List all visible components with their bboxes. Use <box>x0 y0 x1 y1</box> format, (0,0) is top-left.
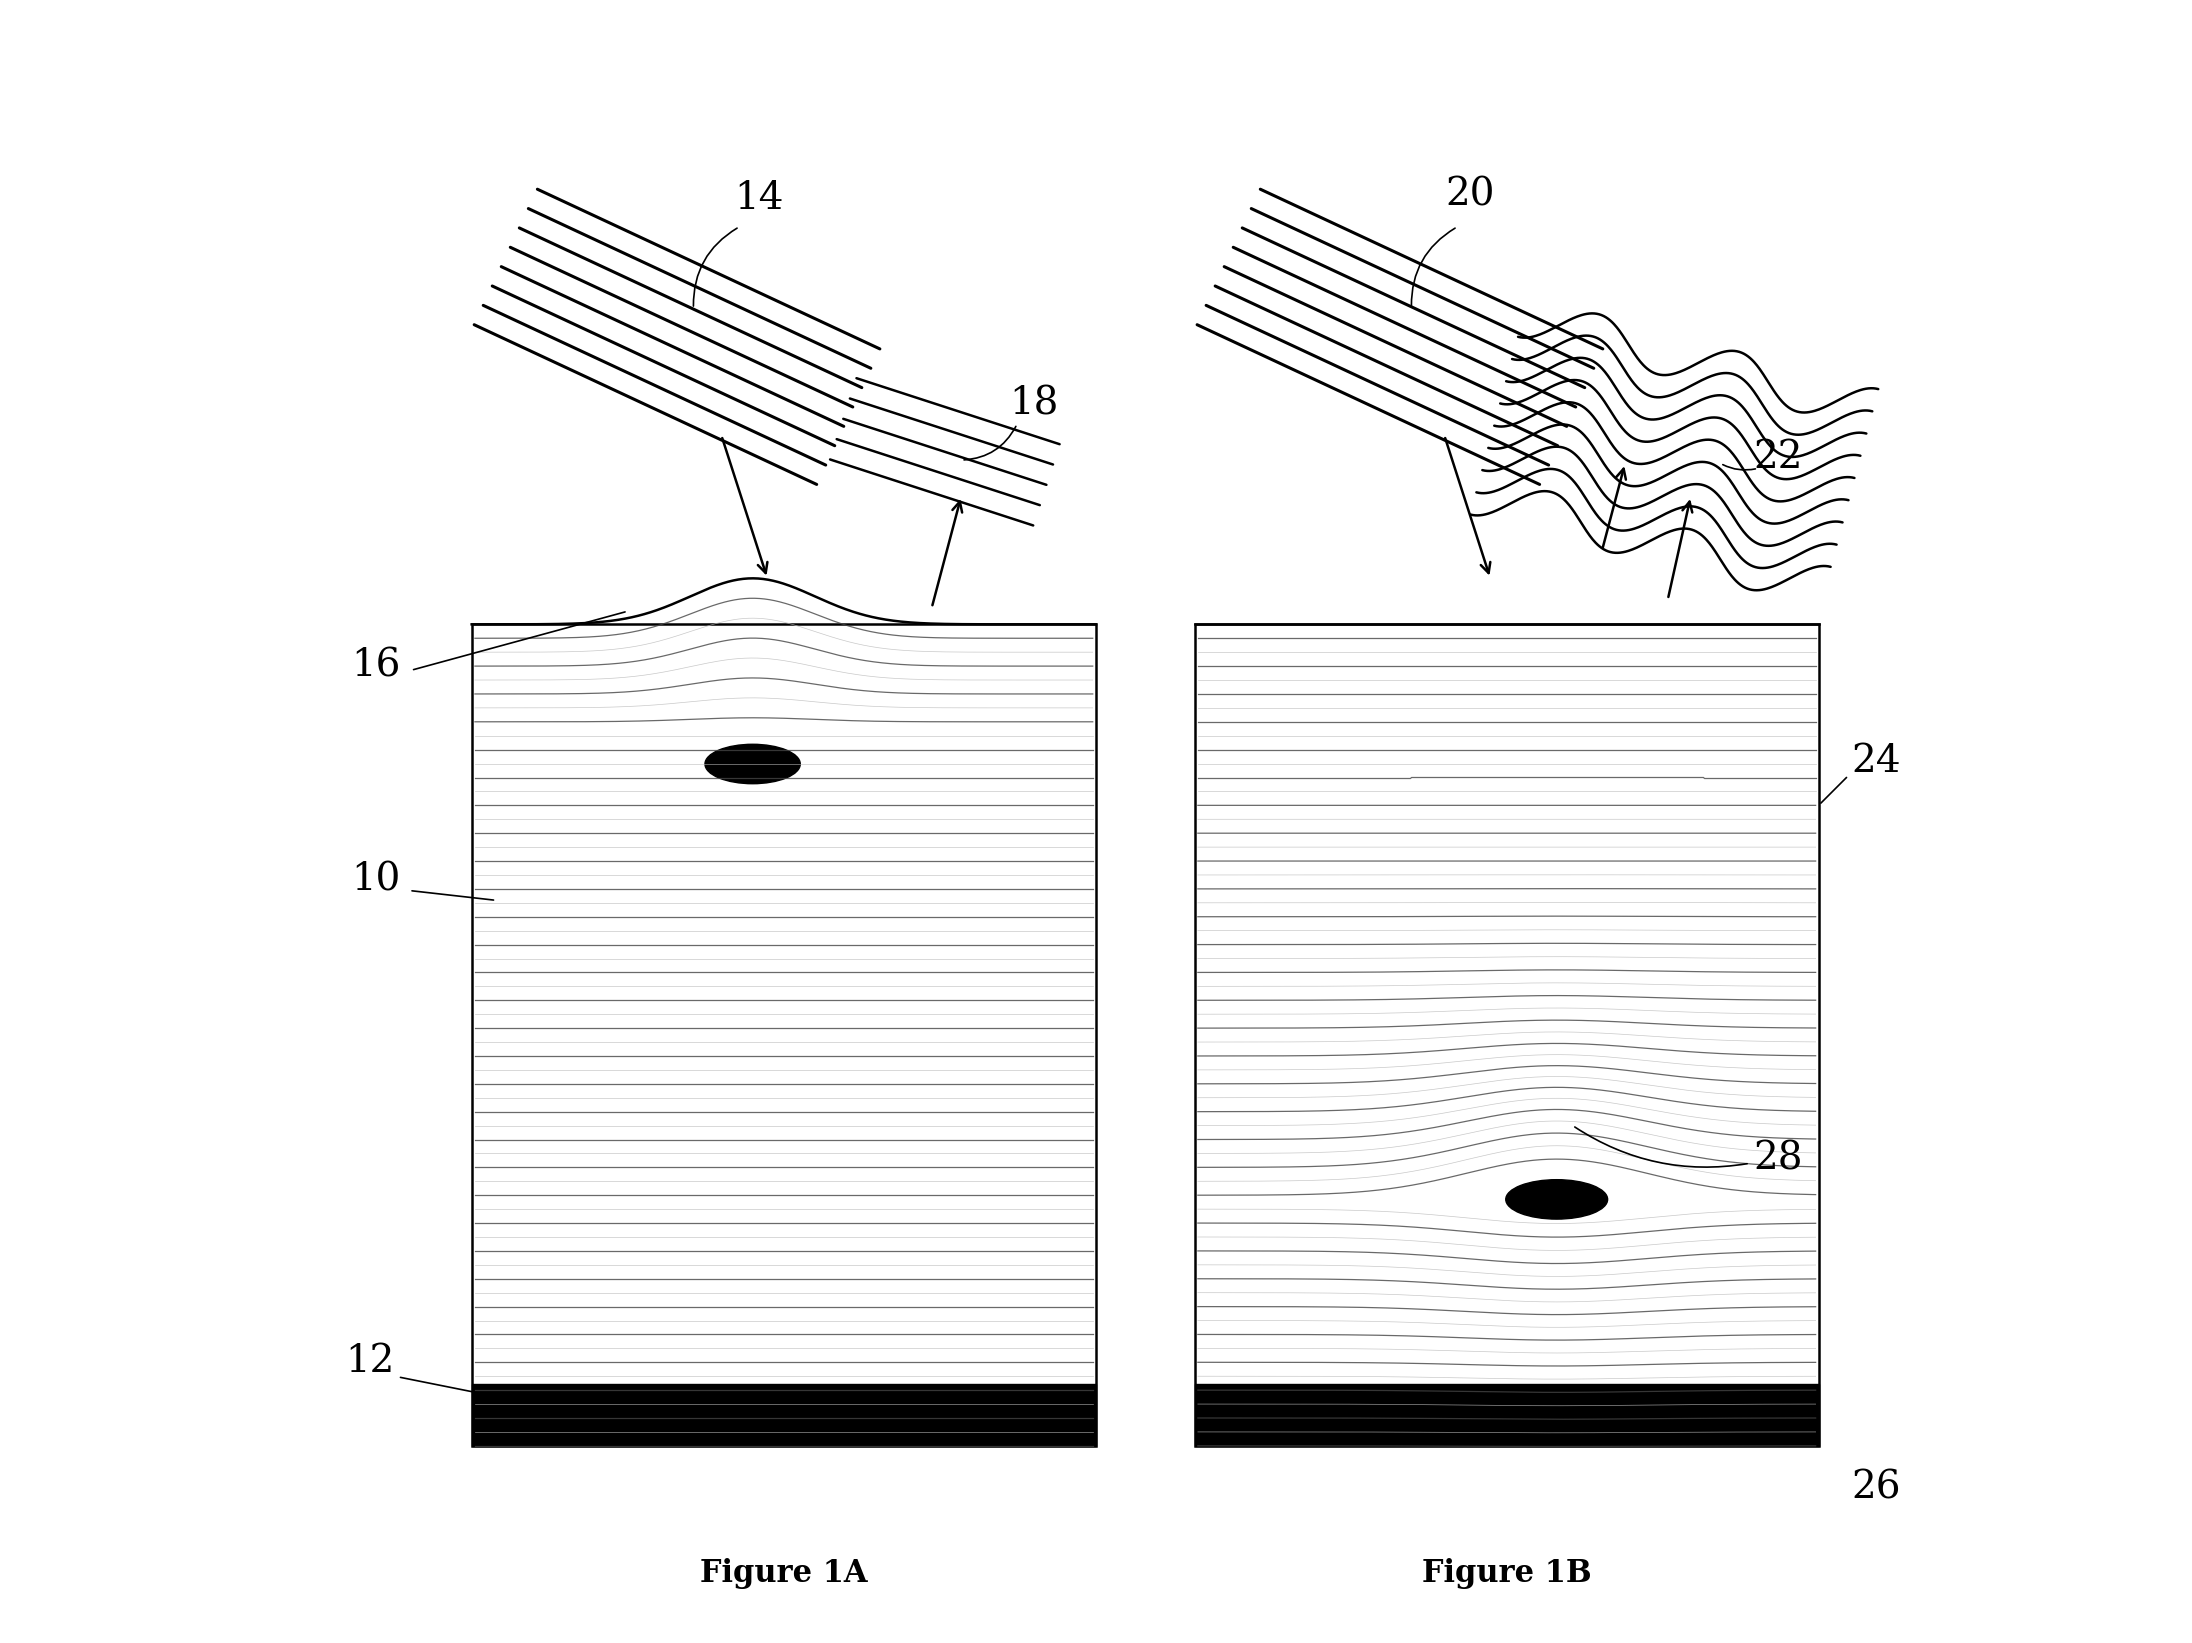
Text: 16: 16 <box>351 647 401 685</box>
Text: 22: 22 <box>1754 439 1802 476</box>
Bar <box>1195 1383 1819 1446</box>
Text: 28: 28 <box>1754 1140 1802 1178</box>
Text: 24: 24 <box>1852 743 1900 780</box>
Text: 12: 12 <box>344 1342 395 1380</box>
Text: Figure 1A: Figure 1A <box>699 1559 868 1589</box>
Text: 10: 10 <box>351 861 401 899</box>
Ellipse shape <box>1506 1180 1607 1219</box>
Text: 26: 26 <box>1852 1469 1900 1507</box>
Bar <box>471 624 1096 1446</box>
Bar <box>1195 624 1819 1446</box>
Text: 18: 18 <box>1008 384 1059 422</box>
Text: Figure 1B: Figure 1B <box>1423 1559 1591 1589</box>
Ellipse shape <box>706 744 800 784</box>
Text: 14: 14 <box>734 179 785 217</box>
Bar <box>471 1383 1096 1446</box>
Text: 20: 20 <box>1447 176 1495 214</box>
